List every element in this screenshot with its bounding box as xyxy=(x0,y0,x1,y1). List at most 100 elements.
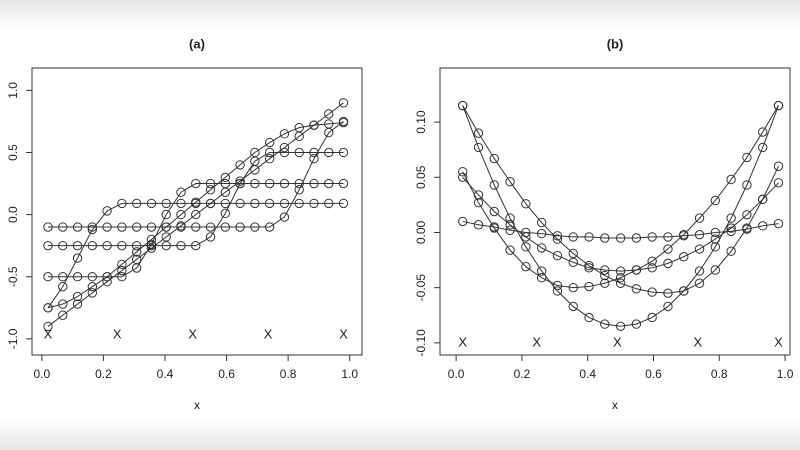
data-point xyxy=(235,222,245,232)
data-point xyxy=(694,213,705,223)
data-point xyxy=(309,153,319,164)
data-point xyxy=(205,232,216,242)
y-tick-label: 0.00 xyxy=(414,220,428,244)
data-point xyxy=(131,222,142,232)
y-tick-label: 0.05 xyxy=(414,165,428,189)
x-tick-label: 0.2 xyxy=(514,367,531,381)
data-point xyxy=(72,291,83,302)
data-point xyxy=(338,147,349,158)
data-point xyxy=(679,252,689,262)
data-point xyxy=(294,122,304,133)
data-point xyxy=(710,195,721,206)
data-point xyxy=(102,240,112,251)
data-point xyxy=(679,231,689,241)
data-point xyxy=(536,217,547,228)
data-point xyxy=(117,240,127,251)
data-point xyxy=(220,178,231,189)
data-point xyxy=(43,321,53,332)
data-point xyxy=(72,222,83,232)
background-fade xyxy=(0,0,800,30)
series-line xyxy=(47,102,344,327)
data-point xyxy=(489,180,499,190)
data-point xyxy=(102,206,112,216)
series-line xyxy=(48,151,344,247)
knot-marker: X xyxy=(44,327,53,342)
data-point xyxy=(757,221,768,231)
data-point xyxy=(235,160,245,170)
data-point xyxy=(710,234,721,244)
data-point xyxy=(294,198,304,209)
data-point xyxy=(250,198,260,209)
data-point xyxy=(694,229,705,240)
knot-marker: X xyxy=(694,334,703,349)
data-point xyxy=(631,284,642,294)
data-point xyxy=(146,198,157,209)
data-point xyxy=(294,178,304,189)
data-point xyxy=(324,119,334,129)
data-point xyxy=(264,198,275,209)
data-point xyxy=(161,222,171,232)
data-point xyxy=(742,152,752,163)
knot-marker: X xyxy=(264,327,273,342)
data-point xyxy=(584,312,594,323)
data-point xyxy=(505,213,515,223)
chart-title: (b) xyxy=(607,36,624,51)
data-point xyxy=(220,198,231,209)
data-point xyxy=(663,244,673,254)
data-point xyxy=(338,178,349,189)
data-point xyxy=(536,273,547,283)
data-point xyxy=(694,266,705,276)
data-point xyxy=(176,240,186,251)
data-point xyxy=(87,222,98,232)
series-line xyxy=(462,105,779,289)
y-tick-label: -0.10 xyxy=(414,329,428,357)
data-point xyxy=(279,147,290,158)
data-point xyxy=(615,321,626,331)
data-point xyxy=(615,233,626,243)
data-point xyxy=(726,226,736,237)
data-point xyxy=(87,272,98,282)
x-axis-label: x xyxy=(194,398,200,412)
data-point xyxy=(191,197,201,207)
data-point xyxy=(568,282,578,293)
data-point xyxy=(615,278,626,288)
x-tick-label: 1.0 xyxy=(777,367,794,381)
data-point xyxy=(521,242,531,252)
data-point xyxy=(600,265,610,275)
data-point xyxy=(615,266,626,276)
data-point xyxy=(117,259,127,270)
knot-marker: X xyxy=(113,327,122,342)
data-point xyxy=(43,240,53,251)
data-point xyxy=(324,147,334,158)
data-point xyxy=(757,194,768,205)
data-point xyxy=(220,172,231,183)
data-point xyxy=(338,98,349,108)
data-point xyxy=(505,225,515,235)
data-point xyxy=(600,319,610,329)
data-point xyxy=(191,240,201,251)
data-point xyxy=(161,240,171,251)
data-point xyxy=(205,178,216,189)
data-point xyxy=(146,222,157,232)
data-point xyxy=(161,209,171,220)
data-point xyxy=(58,310,68,320)
data-point xyxy=(324,109,334,119)
data-point xyxy=(264,147,275,158)
data-point xyxy=(58,281,68,292)
data-point xyxy=(457,216,468,227)
x-tick-label: 0.6 xyxy=(645,367,662,381)
data-point xyxy=(568,301,578,312)
data-point xyxy=(694,278,705,288)
data-point xyxy=(58,240,68,251)
data-point xyxy=(663,301,673,312)
data-point xyxy=(131,263,142,273)
data-point xyxy=(647,312,657,323)
data-point xyxy=(176,198,186,209)
data-point xyxy=(324,178,334,189)
data-point xyxy=(710,242,721,252)
data-point xyxy=(726,174,736,185)
data-point xyxy=(536,266,547,276)
data-point xyxy=(146,234,157,245)
data-point xyxy=(72,240,83,251)
series-line xyxy=(48,121,344,228)
